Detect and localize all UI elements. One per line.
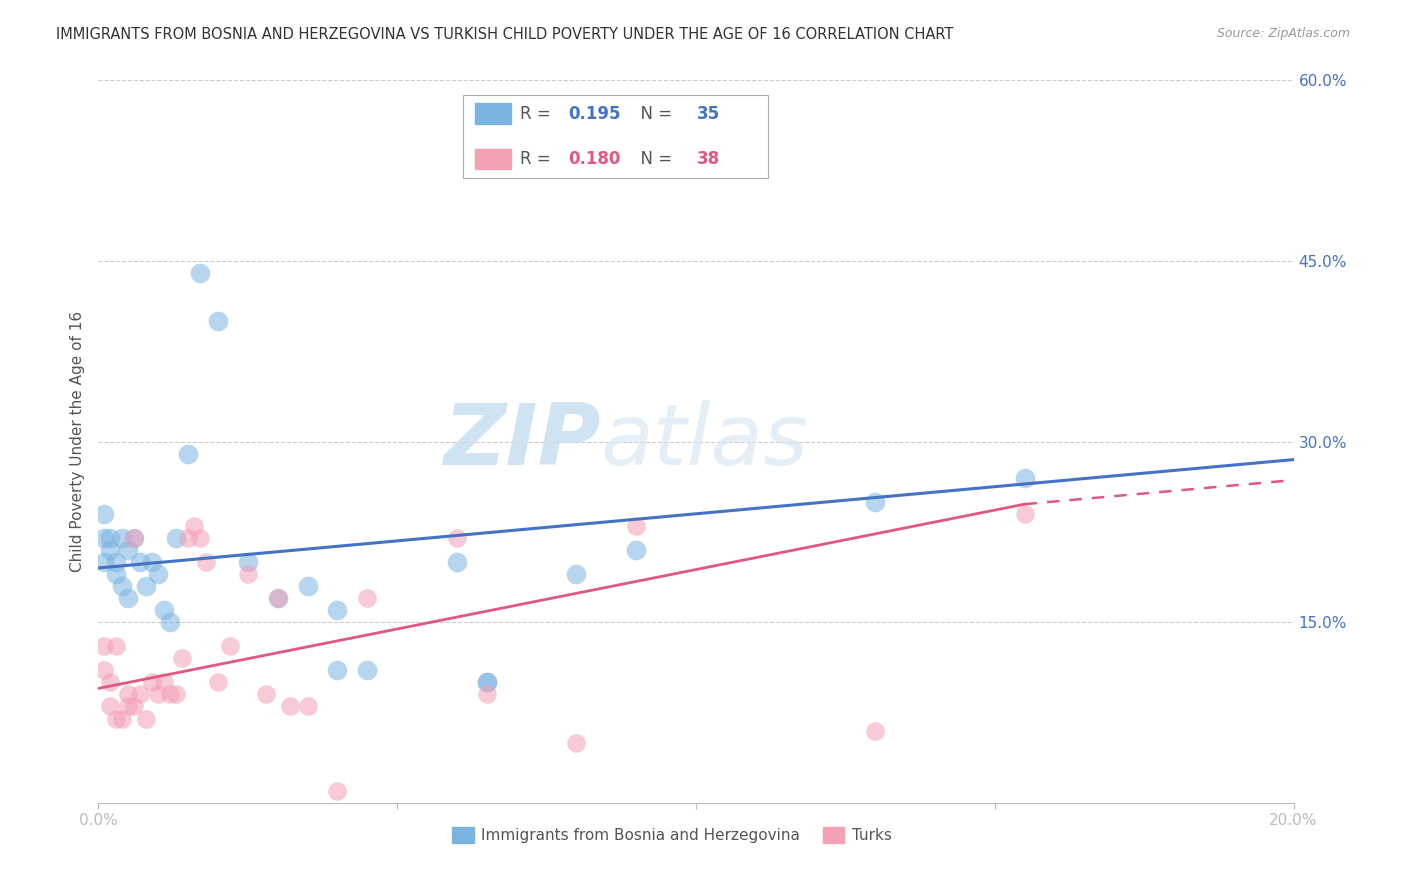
Point xyxy=(254,687,277,701)
Point xyxy=(93,639,115,653)
FancyBboxPatch shape xyxy=(463,95,768,178)
Point xyxy=(105,555,128,569)
Point xyxy=(177,446,200,460)
Point xyxy=(129,687,152,701)
Point xyxy=(267,591,290,605)
Point xyxy=(865,723,887,738)
Point xyxy=(865,494,887,508)
Point xyxy=(267,591,290,605)
Point xyxy=(93,664,115,678)
Point xyxy=(124,699,146,714)
Point xyxy=(105,712,128,726)
Point xyxy=(129,555,152,569)
Point xyxy=(446,555,468,569)
Text: 0.180: 0.180 xyxy=(568,150,620,168)
Point xyxy=(207,314,229,328)
Point xyxy=(124,531,146,545)
Point xyxy=(98,675,122,690)
Point xyxy=(148,687,170,701)
Point xyxy=(207,675,229,690)
Point xyxy=(141,555,163,569)
Point xyxy=(117,687,139,701)
Point xyxy=(446,531,468,545)
Point xyxy=(159,687,181,701)
Point xyxy=(98,531,122,545)
Point xyxy=(1014,507,1036,521)
FancyBboxPatch shape xyxy=(475,103,510,124)
Point xyxy=(117,699,139,714)
Point xyxy=(278,699,301,714)
Point xyxy=(111,579,134,593)
Point xyxy=(117,591,139,605)
Point xyxy=(141,675,163,690)
Point xyxy=(326,603,349,617)
Point xyxy=(195,555,218,569)
Point xyxy=(98,699,122,714)
Y-axis label: Child Poverty Under the Age of 16: Child Poverty Under the Age of 16 xyxy=(69,311,84,572)
Point xyxy=(219,639,242,653)
Point xyxy=(111,712,134,726)
Point xyxy=(117,542,139,557)
Point xyxy=(135,579,157,593)
Text: 0.195: 0.195 xyxy=(568,104,620,122)
Point xyxy=(356,664,378,678)
Point xyxy=(153,675,176,690)
Text: N =: N = xyxy=(630,104,678,122)
Point xyxy=(105,567,128,582)
Point xyxy=(93,507,115,521)
Point xyxy=(356,591,378,605)
Point xyxy=(565,735,588,749)
Point xyxy=(475,675,498,690)
Legend: Immigrants from Bosnia and Herzegovina, Turks: Immigrants from Bosnia and Herzegovina, … xyxy=(446,822,898,849)
Point xyxy=(188,531,211,545)
Text: atlas: atlas xyxy=(600,400,808,483)
Point xyxy=(165,687,187,701)
Text: R =: R = xyxy=(520,104,557,122)
Point xyxy=(565,567,588,582)
Point xyxy=(165,531,187,545)
Point xyxy=(124,531,146,545)
Point xyxy=(1014,470,1036,484)
Point xyxy=(236,555,259,569)
Point xyxy=(626,542,648,557)
Point xyxy=(236,567,259,582)
FancyBboxPatch shape xyxy=(475,149,510,169)
Text: ZIP: ZIP xyxy=(443,400,600,483)
Point xyxy=(326,664,349,678)
Point xyxy=(93,531,115,545)
Text: N =: N = xyxy=(630,150,678,168)
Point xyxy=(297,579,319,593)
Point xyxy=(297,699,319,714)
Point xyxy=(111,531,134,545)
Point xyxy=(475,675,498,690)
Point xyxy=(172,651,194,665)
Point xyxy=(153,603,176,617)
Point xyxy=(159,615,181,630)
Point xyxy=(188,266,211,280)
Point xyxy=(626,518,648,533)
Text: R =: R = xyxy=(520,150,557,168)
Point xyxy=(135,712,157,726)
Point xyxy=(475,687,498,701)
Point xyxy=(326,784,349,798)
Point xyxy=(148,567,170,582)
Text: 38: 38 xyxy=(697,150,720,168)
Point xyxy=(177,531,200,545)
Point xyxy=(183,518,205,533)
Text: 35: 35 xyxy=(697,104,720,122)
Point xyxy=(105,639,128,653)
Point xyxy=(93,555,115,569)
Point xyxy=(98,542,122,557)
Text: IMMIGRANTS FROM BOSNIA AND HERZEGOVINA VS TURKISH CHILD POVERTY UNDER THE AGE OF: IMMIGRANTS FROM BOSNIA AND HERZEGOVINA V… xyxy=(56,27,953,42)
Text: Source: ZipAtlas.com: Source: ZipAtlas.com xyxy=(1216,27,1350,40)
